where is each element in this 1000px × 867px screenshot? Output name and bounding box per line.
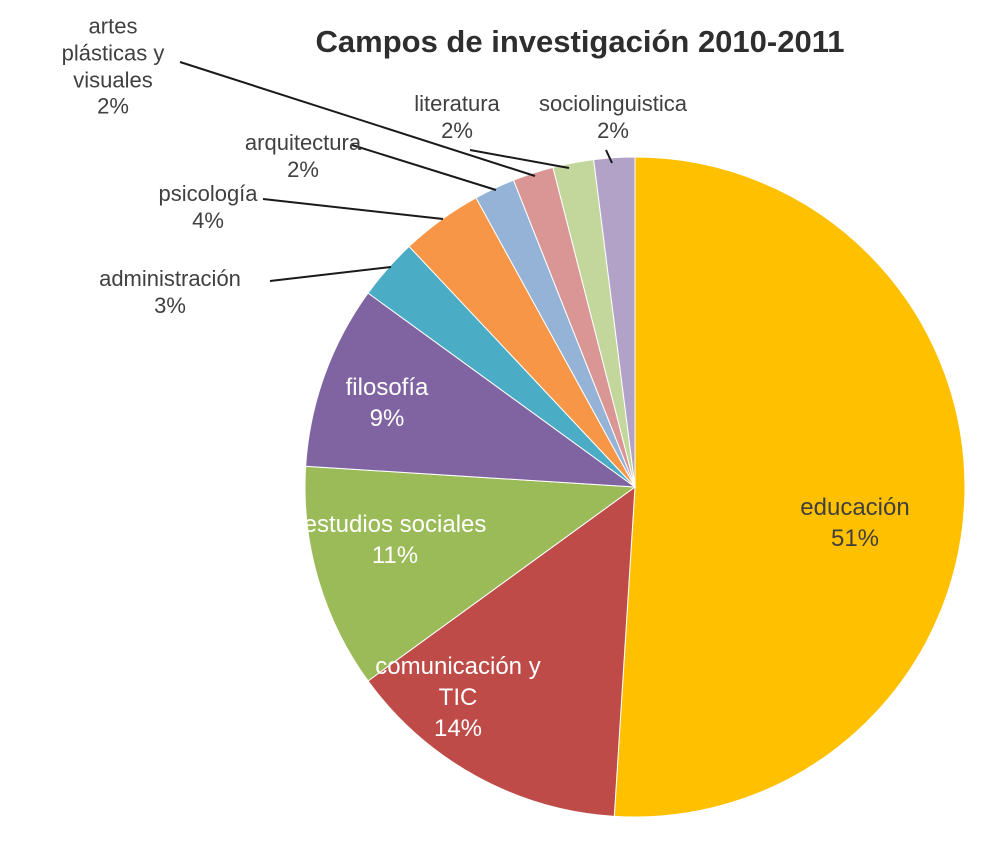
leader-lines-group (179, 61, 613, 282)
leader-line-administracion (269, 266, 392, 282)
leader-line-arquitectura (351, 144, 497, 191)
slice-label-filosofia: filosofía 9% (346, 372, 429, 434)
callout-label-artes-plasticas: artes plásticas y visuales 2% (53, 13, 173, 120)
callout-label-psicologia: psicología 4% (158, 181, 257, 235)
slice-label-estudios-sociales: estudios sociales 11% (304, 509, 487, 571)
slice-label-educacion: educación 51% (800, 492, 909, 554)
callout-label-administracion: administración 3% (99, 266, 241, 320)
slice-label-pct: 2% (287, 157, 319, 182)
slice-label-name: psicología (158, 181, 258, 207)
callout-label-literatura: literatura 2% (414, 91, 500, 145)
slice-label-pct: 51% (830, 525, 880, 552)
slice-label-name: filosofía (345, 373, 429, 401)
slice-label-pct: 2% (597, 118, 629, 143)
chart-title: Campos de investigación 2010-2011 (315, 24, 845, 59)
slice-label-comunicacion-tic: comunicación y TIC 14% (353, 651, 563, 745)
slice-label-name: arquitectura (244, 130, 362, 156)
pie-slice-3 (305, 292, 637, 488)
slice-label-name: educación (800, 493, 910, 521)
callout-label-sociolinguistica: sociolinguistica 2% (539, 91, 687, 145)
leader-line-artes-plasticas (179, 61, 536, 177)
pie-slice-9 (593, 156, 636, 488)
slice-label-name: artes plásticas y visuales (61, 13, 165, 92)
slice-label-name: literatura (414, 91, 500, 117)
slice-label-pct: 2% (441, 118, 473, 143)
pie-slice-2 (304, 465, 637, 682)
slice-label-pct: 11% (371, 542, 419, 569)
pie-slice-1 (367, 485, 636, 817)
slice-label-name: comunicación y TIC (375, 653, 541, 712)
leader-line-literatura (469, 149, 570, 169)
pie-slices-group (304, 156, 966, 818)
pie-slice-0 (613, 156, 966, 818)
callout-label-arquitectura: arquitectura 2% (245, 130, 361, 184)
slice-label-pct: 9% (369, 405, 405, 432)
slice-label-pct: 14% (433, 715, 483, 743)
slice-label-name: estudios sociales (303, 510, 487, 538)
leader-line-sociolinguistica (605, 149, 613, 164)
slice-label-pct: 4% (192, 208, 224, 233)
slice-label-pct: 3% (154, 293, 186, 318)
slice-label-pct: 2% (97, 93, 129, 119)
slice-label-name: sociolinguistica (539, 91, 687, 117)
leader-line-psicologia (262, 198, 444, 220)
slice-label-name: administración (99, 266, 241, 292)
